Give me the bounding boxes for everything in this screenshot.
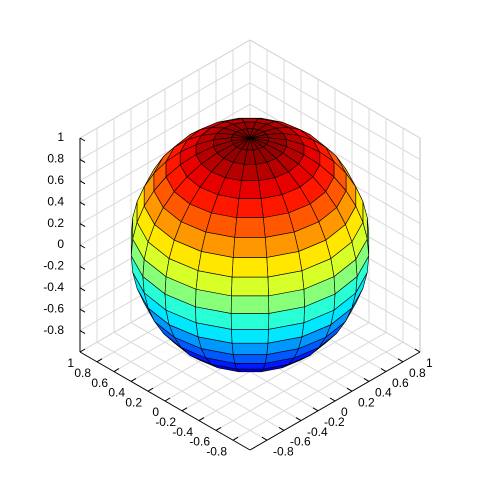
surface-face: [236, 368, 264, 373]
grid-line: [79, 39, 251, 139]
x-tick-label: 0.4: [108, 386, 125, 400]
grid-line: [96, 341, 268, 441]
surface-face: [231, 257, 269, 278]
surface-face: [236, 198, 264, 219]
y-tick-label: 0: [341, 405, 348, 419]
y-tick-label: -0.6: [290, 435, 311, 449]
surface-face: [230, 313, 270, 330]
tick-mark: [215, 426, 222, 431]
tick-mark: [312, 407, 319, 412]
z-tick-label: -0.4: [43, 280, 64, 294]
tick-mark: [261, 436, 268, 441]
tick-mark: [397, 358, 404, 363]
x-tick-label: -0.8: [206, 444, 227, 458]
tick-mark: [198, 417, 205, 422]
tick-mark: [79, 158, 86, 163]
x-tick-label: 0.6: [91, 376, 108, 390]
grid-line: [249, 103, 421, 203]
x-tick-label: -0.6: [189, 435, 210, 449]
z-tick-label: 1: [57, 130, 64, 144]
surface-face: [231, 342, 269, 355]
y-tick-label: 0.2: [358, 395, 375, 409]
y-tick-label: 0.4: [375, 386, 392, 400]
tick-mark: [79, 265, 86, 270]
x-tick-label: 0.2: [125, 395, 142, 409]
surface-face: [232, 354, 268, 364]
tick-mark: [380, 368, 387, 373]
tick-mark: [79, 201, 86, 206]
x-tick-label: -0.4: [172, 425, 193, 439]
z-tick-label: 0.6: [47, 173, 64, 187]
tick-mark: [79, 223, 86, 228]
z-tick-label: -0.6: [43, 301, 64, 315]
grid-line: [249, 39, 421, 139]
tick-mark: [113, 368, 120, 373]
tick-mark: [79, 180, 86, 185]
surface-face: [231, 329, 269, 344]
z-tick-label: 0.4: [47, 194, 64, 208]
surface-face: [238, 180, 262, 199]
y-tick-label: 0.6: [392, 376, 409, 390]
surface-face: [231, 276, 269, 297]
z-tick-label: -0.2: [43, 259, 64, 273]
z-tick-label: -0.8: [43, 323, 64, 337]
z-tick-label: 0: [57, 237, 64, 251]
tick-mark: [329, 397, 336, 402]
z-tick-label: 0.2: [47, 216, 64, 230]
tick-mark: [130, 377, 137, 382]
z-tick-label: 0.8: [47, 152, 64, 166]
tick-mark: [363, 377, 370, 382]
tick-mark: [295, 417, 302, 422]
y-tick-label: -0.2: [324, 415, 345, 429]
tick-mark: [79, 308, 86, 313]
tick-mark: [79, 348, 86, 353]
x-tick-label: 1: [67, 356, 74, 370]
tick-mark: [278, 426, 285, 431]
tick-mark: [181, 407, 188, 412]
surface-face: [232, 237, 268, 258]
y-tick-label: 0.8: [409, 366, 426, 380]
tick-mark: [79, 137, 86, 142]
grid-line: [249, 82, 421, 182]
surface-face: [234, 362, 266, 370]
surface-face: [234, 217, 266, 238]
tick-mark: [164, 397, 171, 402]
tick-mark: [346, 387, 353, 392]
grid-line: [249, 60, 421, 160]
y-tick-label: 1: [426, 356, 433, 370]
tick-mark: [96, 358, 103, 363]
grid-line: [79, 82, 251, 182]
x-tick-label: 0: [152, 405, 159, 419]
tick-mark: [414, 348, 421, 353]
x-tick-label: -0.2: [155, 415, 176, 429]
grid-line: [130, 322, 302, 422]
tick-mark: [79, 330, 86, 335]
surface-face: [241, 164, 259, 182]
surface-face: [230, 295, 270, 314]
y-tick-label: -0.4: [307, 425, 328, 439]
y-tick-label: -0.8: [273, 444, 294, 458]
tick-mark: [232, 436, 239, 441]
grid-line: [79, 60, 251, 160]
grid-line: [79, 103, 251, 203]
grid-line: [113, 331, 285, 431]
x-tick-label: 0.8: [74, 366, 91, 380]
tick-mark: [79, 244, 86, 249]
tick-mark: [147, 387, 154, 392]
tick-mark: [79, 287, 86, 292]
